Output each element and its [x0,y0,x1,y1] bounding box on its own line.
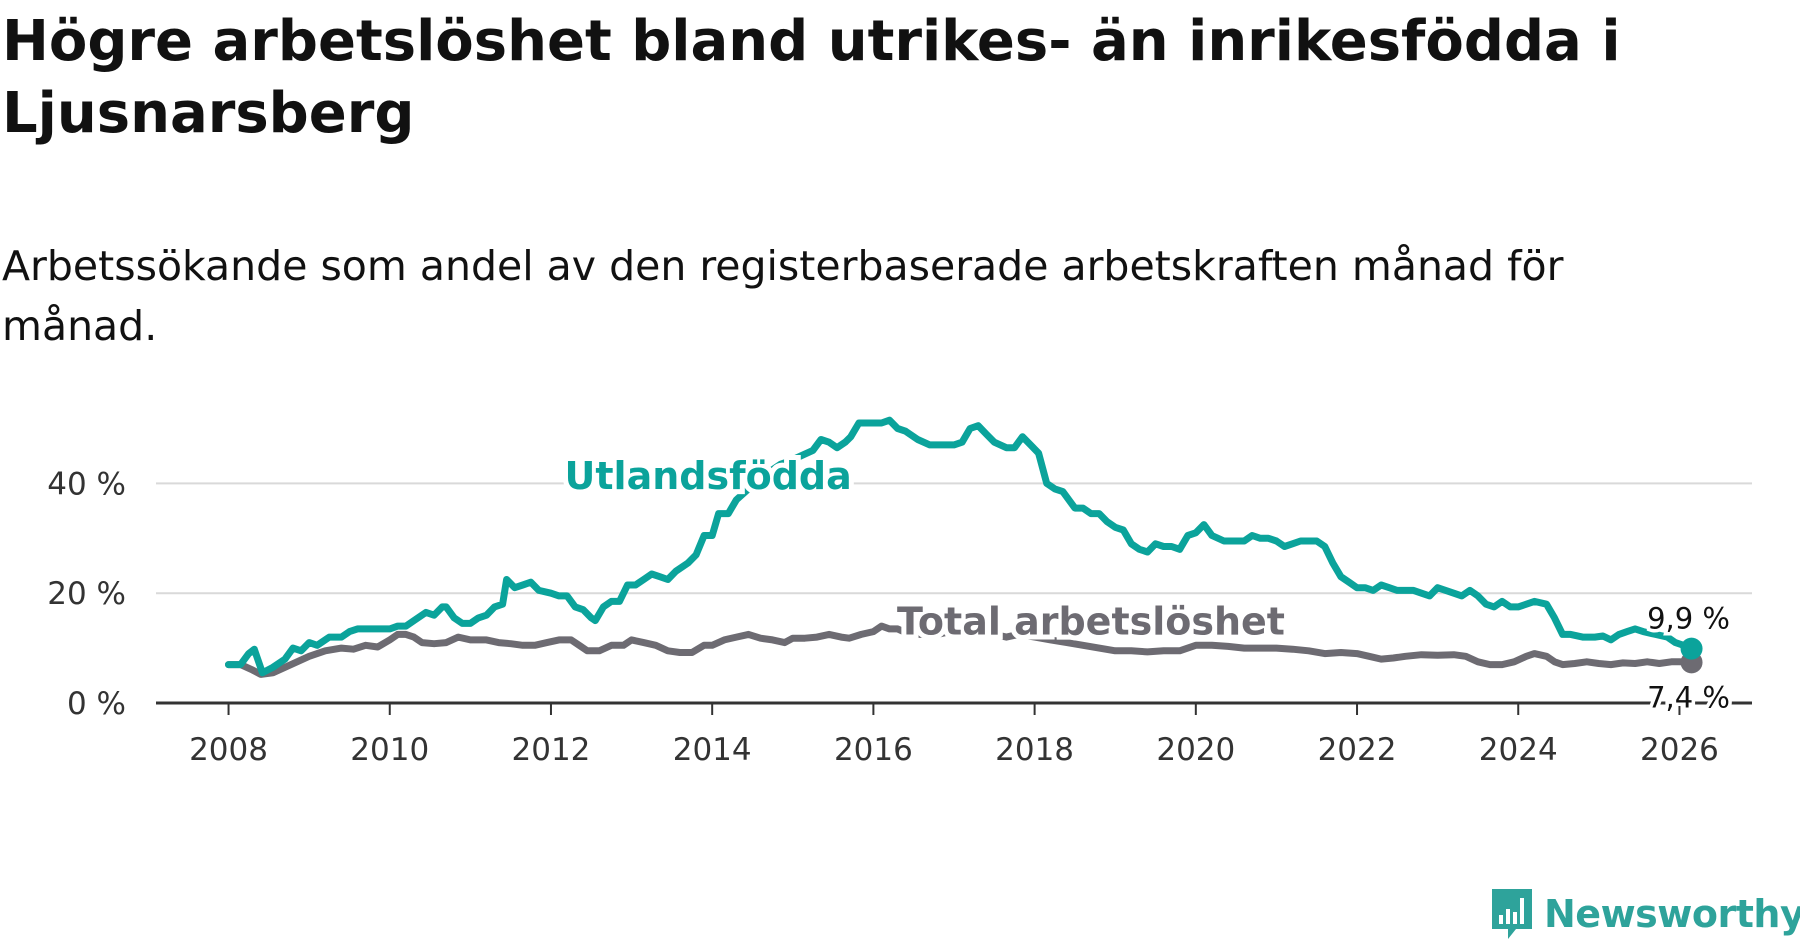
x-tick-label: 2018 [995,732,1074,768]
label-layer: 9,9 % 7,4 % Utlandsfödda Total arbetslöshet [560,449,1734,718]
y-tick-label: 20 % [47,576,126,612]
end-label-utlandsfodda: 9,9 % [1647,602,1730,636]
series-end-marker [1680,637,1703,660]
x-tick-label: 2024 [1479,732,1558,768]
y-tick-label: 40 % [47,466,126,502]
series-label-total: Total arbetslöshet [897,599,1285,643]
x-tick-label: 2012 [512,732,591,768]
x-tick-label: 2022 [1318,732,1397,768]
x-tick-label: 2014 [673,732,752,768]
series-layer [225,416,1703,678]
newsworthy-logo-icon [1492,889,1532,939]
x-tick-label: 2026 [1640,732,1719,768]
end-label-total: 7,4 % [1647,680,1730,714]
x-tick-label: 2008 [189,732,268,768]
chart-subtitle: Arbetssökande som andel av den registerb… [2,242,1564,350]
x-tick-label: 2016 [834,732,913,768]
x-tick-label: 2010 [350,732,429,768]
brand-name: Newsworthy [1544,892,1800,936]
x-tick-label: 2020 [1156,732,1235,768]
series-label-utlandsfodda: Utlandsfödda [565,454,852,498]
series-line-total-arbetsl-shet [225,622,1695,678]
grid-layer: 0 % 20 % 40 % [47,466,1752,722]
y-tick-label: 0 % [67,686,126,722]
newsworthy-brand[interactable]: Newsworthy [1488,884,1800,944]
x-axis: 2008 2010 2012 2014 2016 2018 2020 2022 2024 2026 [156,701,1752,768]
chart-title: Högre arbetslöshet bland utrikes- än inr… [2,9,1621,146]
series-line-utlandsf-dda [225,416,1695,677]
